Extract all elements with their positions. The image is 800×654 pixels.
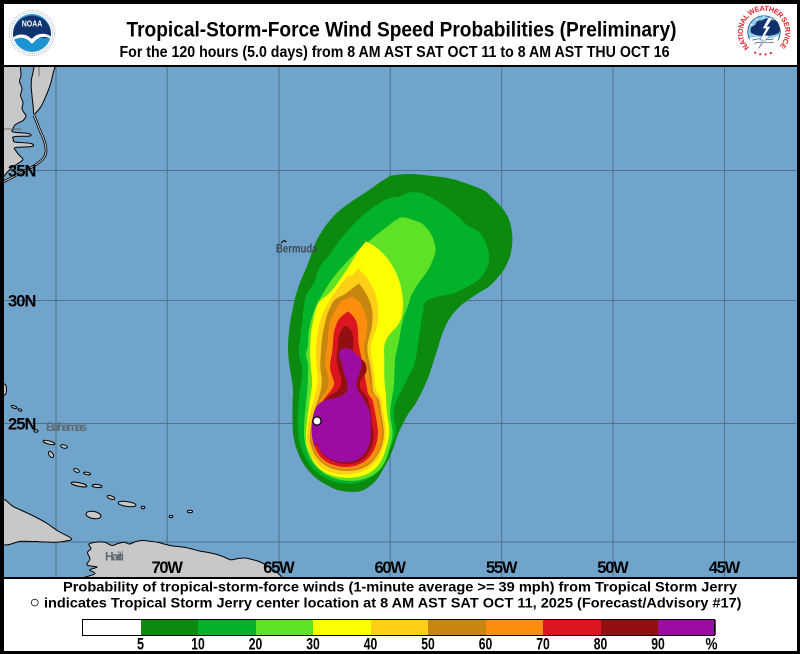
svg-text:30N: 30N — [8, 292, 36, 310]
svg-text:Bermuda: Bermuda — [276, 241, 318, 255]
svg-text:60W: 60W — [374, 559, 406, 577]
svg-text:35N: 35N — [8, 162, 36, 180]
svg-text:Bahamas: Bahamas — [46, 420, 87, 434]
svg-text:For the 120 hours (5.0 days) f: For the 120 hours (5.0 days) from 8 AM A… — [119, 44, 669, 61]
svg-text:50W: 50W — [597, 559, 629, 577]
svg-text:45W: 45W — [709, 559, 741, 577]
svg-text:Haiti: Haiti — [105, 549, 124, 563]
svg-text:65W: 65W — [263, 559, 295, 577]
svg-text:Tropical-Storm-Force Wind Spee: Tropical-Storm-Force Wind Speed Probabil… — [126, 17, 676, 41]
svg-text:NOAA: NOAA — [22, 20, 43, 29]
svg-text:55W: 55W — [486, 559, 518, 577]
svg-text:25N: 25N — [8, 415, 36, 433]
svg-text:70W: 70W — [151, 559, 183, 577]
